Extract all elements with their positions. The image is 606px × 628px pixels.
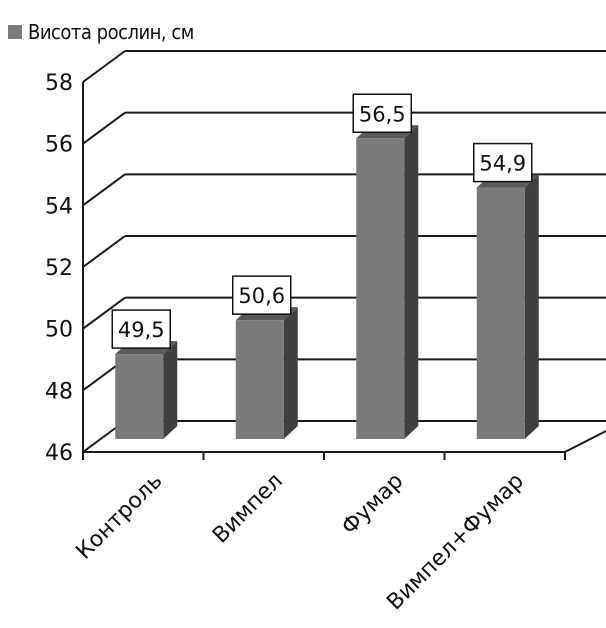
y-tick-label: 48 xyxy=(45,379,73,404)
data-label-box xyxy=(111,309,171,349)
legend-swatch xyxy=(8,25,22,39)
y-tick-label: 46 xyxy=(45,441,73,466)
bar xyxy=(356,138,405,439)
gridline-diag-50 xyxy=(82,296,126,330)
x-tick-label: Фумар xyxy=(337,469,408,540)
y-tick-label: 58 xyxy=(45,71,73,96)
gridline-diag-54 xyxy=(82,173,126,207)
y-tick-label: 54 xyxy=(45,194,73,219)
bar-side xyxy=(283,307,298,439)
bar-side xyxy=(524,174,539,440)
data-label-box xyxy=(473,142,533,183)
x-tick-label: Контроль xyxy=(72,469,168,565)
gridline-diag-56 xyxy=(82,111,126,145)
data-label-box xyxy=(352,93,412,133)
legend: Висота рослин, см xyxy=(8,20,194,44)
data-label: 54,9 xyxy=(479,152,526,176)
gridline-diag-52 xyxy=(82,235,126,268)
bar xyxy=(235,320,284,439)
bar xyxy=(115,354,164,439)
y-tick-label: 56 xyxy=(45,133,73,158)
gridline-diag-58 xyxy=(82,50,126,83)
data-label: 49,5 xyxy=(118,318,165,342)
x-tick-label: Вимпел+Фумар xyxy=(382,469,529,616)
bar-side xyxy=(163,341,178,439)
legend-label: Висота рослин, см xyxy=(28,20,194,44)
bar xyxy=(476,187,525,439)
data-label: 50,6 xyxy=(238,284,285,308)
x-tick-label: Вимпел xyxy=(208,469,288,549)
y-tick-label: 50 xyxy=(45,318,73,343)
bar-side xyxy=(404,125,419,439)
data-label: 56,5 xyxy=(359,102,406,126)
floor-right-edge xyxy=(564,430,606,453)
data-label-box xyxy=(232,275,292,315)
y-tick-label: 52 xyxy=(45,256,73,281)
